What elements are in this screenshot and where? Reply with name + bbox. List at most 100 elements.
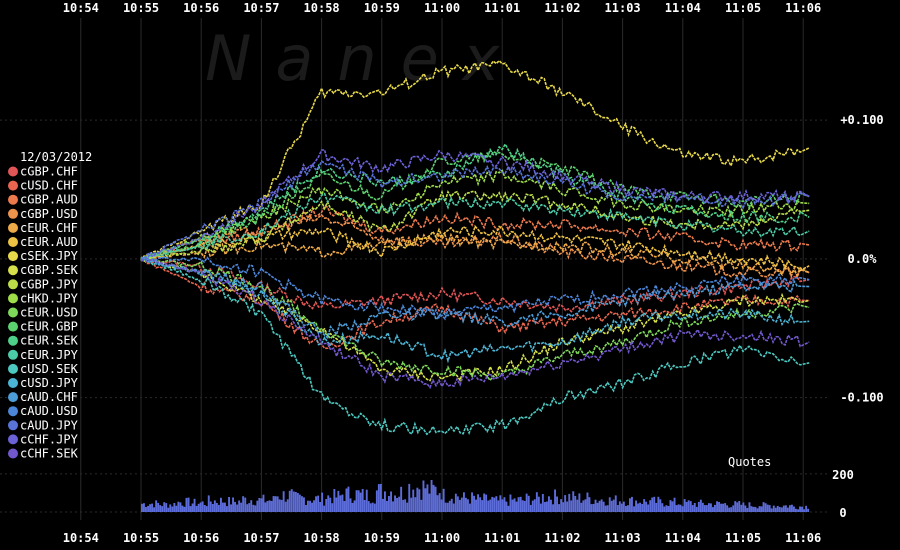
legend-label: cGBP.CHF [20, 165, 78, 179]
volume-bar [718, 502, 720, 512]
volume-bar [406, 502, 409, 512]
watermark: Nanex [205, 22, 524, 95]
volume-bar [754, 506, 757, 512]
volume-bar [519, 496, 522, 512]
volume-bar [697, 501, 700, 512]
volume-bar [622, 501, 625, 512]
volume-bar [687, 500, 690, 512]
volume-bar [331, 503, 334, 512]
legend-label: cUSD.CHF [20, 179, 78, 193]
legend-swatch [8, 237, 18, 247]
volume-bar [546, 501, 548, 512]
volume-bar [525, 493, 528, 512]
volume-bar [764, 503, 767, 512]
volume-bar [430, 480, 433, 512]
x-tick-label-top: 10:56 [183, 1, 219, 15]
x-tick-label-top: 10:54 [63, 1, 99, 15]
volume-bar [572, 491, 575, 512]
volume-bar [412, 489, 415, 512]
volume-bar [801, 506, 803, 512]
volume-bar [724, 503, 727, 512]
volume-bar [552, 504, 554, 512]
volume-bar [163, 502, 166, 512]
volume-bar [643, 499, 646, 512]
volume-bar [234, 501, 236, 512]
volume-bar [195, 505, 198, 512]
legend-swatch [8, 378, 18, 388]
series-line-cEUR.JPY [140, 192, 810, 262]
volume-bar [701, 502, 704, 512]
volume-bar [742, 502, 745, 512]
volume-bar [369, 503, 372, 512]
volume-bar [167, 507, 170, 512]
volume-bar [161, 506, 164, 512]
volume-bar [647, 504, 650, 512]
volume-bar [179, 502, 182, 512]
volume-bar [620, 503, 623, 512]
volume-bar [345, 488, 348, 512]
series-line-cGBP.AUD [140, 205, 810, 260]
x-tick-label-bottom: 10:55 [123, 531, 159, 545]
volume-bar [720, 503, 722, 512]
legend-swatch [8, 222, 18, 233]
volume-bar [774, 507, 777, 512]
volume-bar [337, 490, 340, 512]
volume-bar [375, 490, 378, 512]
volume-bar [254, 505, 257, 512]
volume-bar [230, 504, 232, 512]
legend-swatch [8, 349, 18, 360]
volume-bar [736, 502, 739, 512]
legend-swatch [8, 448, 18, 459]
volume-bar [290, 489, 293, 512]
volume-bar [416, 487, 419, 512]
volume-bar [752, 506, 755, 512]
y-tick-label: -0.100 [840, 391, 883, 405]
volume-bar [325, 499, 328, 512]
volume-bar [699, 499, 702, 512]
volume-bar [286, 499, 289, 512]
volume-bar [637, 503, 639, 512]
volume-bar [776, 505, 779, 512]
volume-bar [392, 501, 394, 512]
volume-bar [333, 489, 336, 512]
legend-label: cAUD.USD [20, 404, 78, 418]
volume-bar [513, 498, 516, 512]
volume-bar [315, 496, 317, 512]
volume-bar [625, 505, 627, 512]
volume-bar [193, 498, 196, 512]
volume-bar [408, 483, 411, 512]
volume-bar [578, 493, 581, 512]
legend-swatch [8, 208, 18, 219]
volume-bar [655, 502, 658, 512]
volume-bar [782, 505, 785, 512]
volume-bar [382, 498, 384, 512]
legend-label: cGBP.USD [20, 207, 78, 221]
volume-bar [165, 503, 168, 512]
volume-bar [145, 507, 147, 512]
volume-bar [527, 495, 530, 512]
x-tick-label-bottom: 10:59 [364, 531, 400, 545]
volume-bar [377, 484, 380, 512]
volume-bar [633, 506, 635, 512]
x-tick-label-bottom: 11:04 [665, 531, 701, 545]
volume-bar [440, 499, 443, 512]
volume-bar [744, 505, 747, 512]
volume-bar [282, 491, 285, 512]
legend-label: cSEK.JPY [20, 249, 79, 263]
volume-bar [365, 489, 368, 512]
legend-swatch [8, 392, 18, 403]
volume-bar [671, 501, 674, 512]
volume-bar [608, 497, 611, 512]
volume-bar [211, 504, 214, 512]
legend-swatch [8, 321, 18, 332]
legend-label: cGBP.SEK [20, 263, 79, 277]
volume-bar [388, 496, 390, 512]
volume-bar [288, 490, 291, 512]
volume-bar [491, 496, 494, 512]
volume-bar [270, 501, 273, 512]
x-tick-label-top: 11:02 [544, 1, 580, 15]
volume-bar [780, 507, 783, 512]
volume-bar [590, 504, 593, 512]
volume-bar [497, 500, 500, 512]
volume-bar [442, 488, 445, 512]
